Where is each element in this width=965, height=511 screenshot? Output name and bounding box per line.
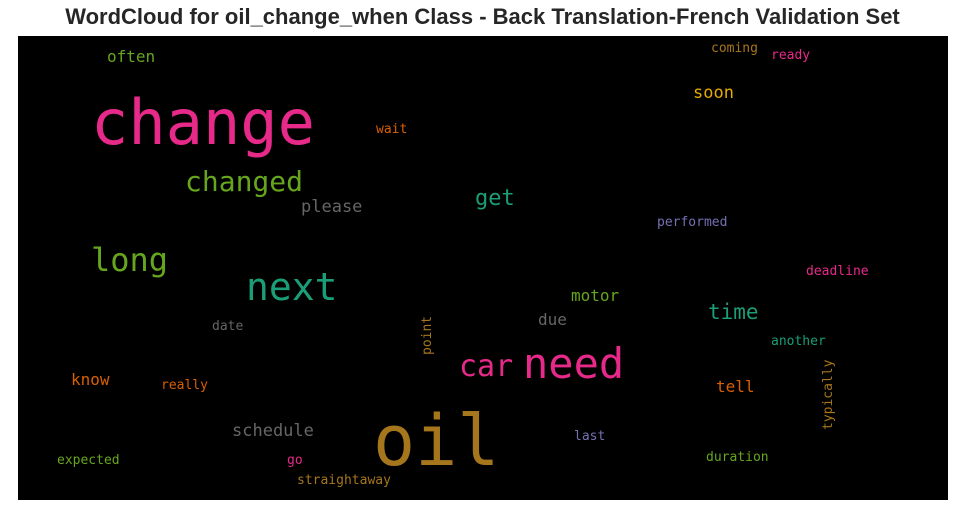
- word-please: please: [301, 197, 363, 217]
- word-straightaway: straightaway: [297, 473, 391, 488]
- word-soon: soon: [693, 83, 734, 103]
- word-change: change: [91, 86, 315, 159]
- wordcloud-canvas: change oil need next long car changed ge…: [18, 36, 948, 500]
- word-get: get: [475, 186, 515, 211]
- word-motor: motor: [571, 286, 620, 305]
- word-date: date: [212, 319, 244, 334]
- word-typically: typically: [821, 359, 836, 430]
- word-long: long: [91, 241, 169, 279]
- word-duration: duration: [706, 450, 769, 465]
- word-really: really: [161, 378, 208, 393]
- word-time: time: [708, 300, 759, 324]
- word-need: need: [523, 339, 625, 388]
- word-due: due: [538, 310, 567, 329]
- figure-title: WordCloud for oil_change_when Class - Ba…: [65, 4, 900, 29]
- word-last: last: [574, 429, 606, 444]
- word-wait: wait: [376, 122, 408, 137]
- word-often: often: [107, 47, 156, 66]
- word-performed: performed: [657, 215, 728, 230]
- word-know: know: [71, 370, 110, 389]
- word-tell: tell: [716, 377, 755, 396]
- word-point: point: [420, 315, 435, 355]
- word-deadline: deadline: [806, 264, 869, 279]
- word-coming: coming: [711, 41, 758, 56]
- word-go: go: [287, 453, 303, 468]
- word-another: another: [771, 334, 826, 349]
- word-schedule: schedule: [232, 421, 314, 441]
- word-expected: expected: [57, 453, 120, 468]
- word-next: next: [246, 265, 338, 309]
- word-car: car: [459, 349, 514, 384]
- word-ready: ready: [771, 48, 811, 63]
- word-oil: oil: [373, 400, 500, 482]
- word-changed: changed: [185, 165, 304, 198]
